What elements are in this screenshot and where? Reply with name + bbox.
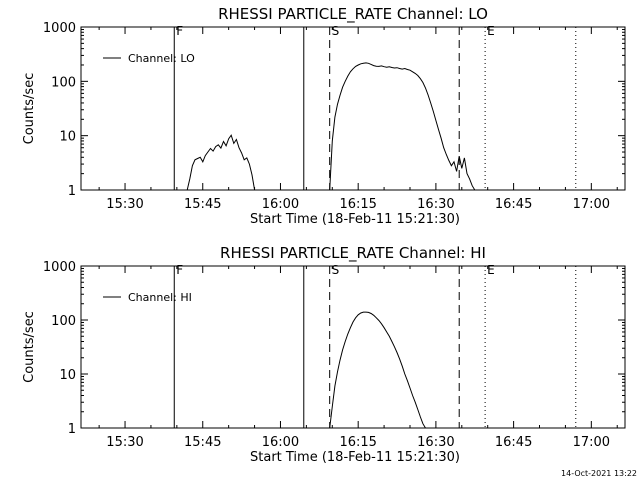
chart-title: RHESSI PARTICLE_RATE Channel: LO <box>218 5 488 24</box>
chart-title: RHESSI PARTICLE_RATE Channel: HI <box>220 244 486 263</box>
x-tick-label: 15:45 <box>184 197 221 212</box>
y-tick-label: 1000 <box>43 260 76 275</box>
y-axis-label: Counts/sec <box>22 73 37 145</box>
marker-label: E <box>487 263 495 277</box>
x-tick-label: 16:30 <box>417 435 454 450</box>
plot-frame <box>80 265 626 429</box>
x-axis-label: Start Time (18-Feb-11 15:21:30) <box>250 450 460 465</box>
x-tick-label: 15:45 <box>184 435 221 450</box>
marker-label: S <box>332 263 340 277</box>
x-tick-label: 15:30 <box>106 435 143 450</box>
y-tick-label: 100 <box>51 314 76 329</box>
x-tick-label: 17:00 <box>573 197 610 212</box>
x-tick-label: 16:45 <box>495 197 532 212</box>
series-line-channel-hi <box>329 311 426 429</box>
legend-label: Channel: LO <box>128 52 195 65</box>
y-axis-label: Counts/sec <box>22 311 37 383</box>
x-tick-label: 16:45 <box>495 435 532 450</box>
series-line-channel-lo <box>329 62 476 191</box>
y-tick-label: 10 <box>59 368 76 383</box>
x-tick-label: 16:30 <box>417 197 454 212</box>
marker-label: E <box>487 24 495 38</box>
x-tick-label: 16:15 <box>339 435 376 450</box>
footer-timestamp: 14-Oct-2021 13:22 <box>561 469 637 478</box>
series-line-channel-lo <box>186 134 256 191</box>
x-tick-label: 17:00 <box>573 435 610 450</box>
marker-label: F <box>176 263 183 277</box>
legend-label: Channel: HI <box>128 291 192 304</box>
y-tick-label: 10 <box>59 130 76 145</box>
y-tick-label: 1 <box>68 184 76 199</box>
x-tick-label: 15:30 <box>106 197 143 212</box>
plot-frame <box>80 26 626 191</box>
marker-label: F <box>176 24 183 38</box>
x-axis-label: Start Time (18-Feb-11 15:21:30) <box>250 212 460 227</box>
marker-label: S <box>332 24 340 38</box>
x-tick-label: 16:15 <box>339 197 376 212</box>
x-tick-label: 16:00 <box>262 197 299 212</box>
x-tick-label: 16:00 <box>262 435 299 450</box>
y-tick-label: 1000 <box>43 21 76 36</box>
y-tick-label: 1 <box>68 422 76 437</box>
y-tick-label: 100 <box>51 75 76 90</box>
